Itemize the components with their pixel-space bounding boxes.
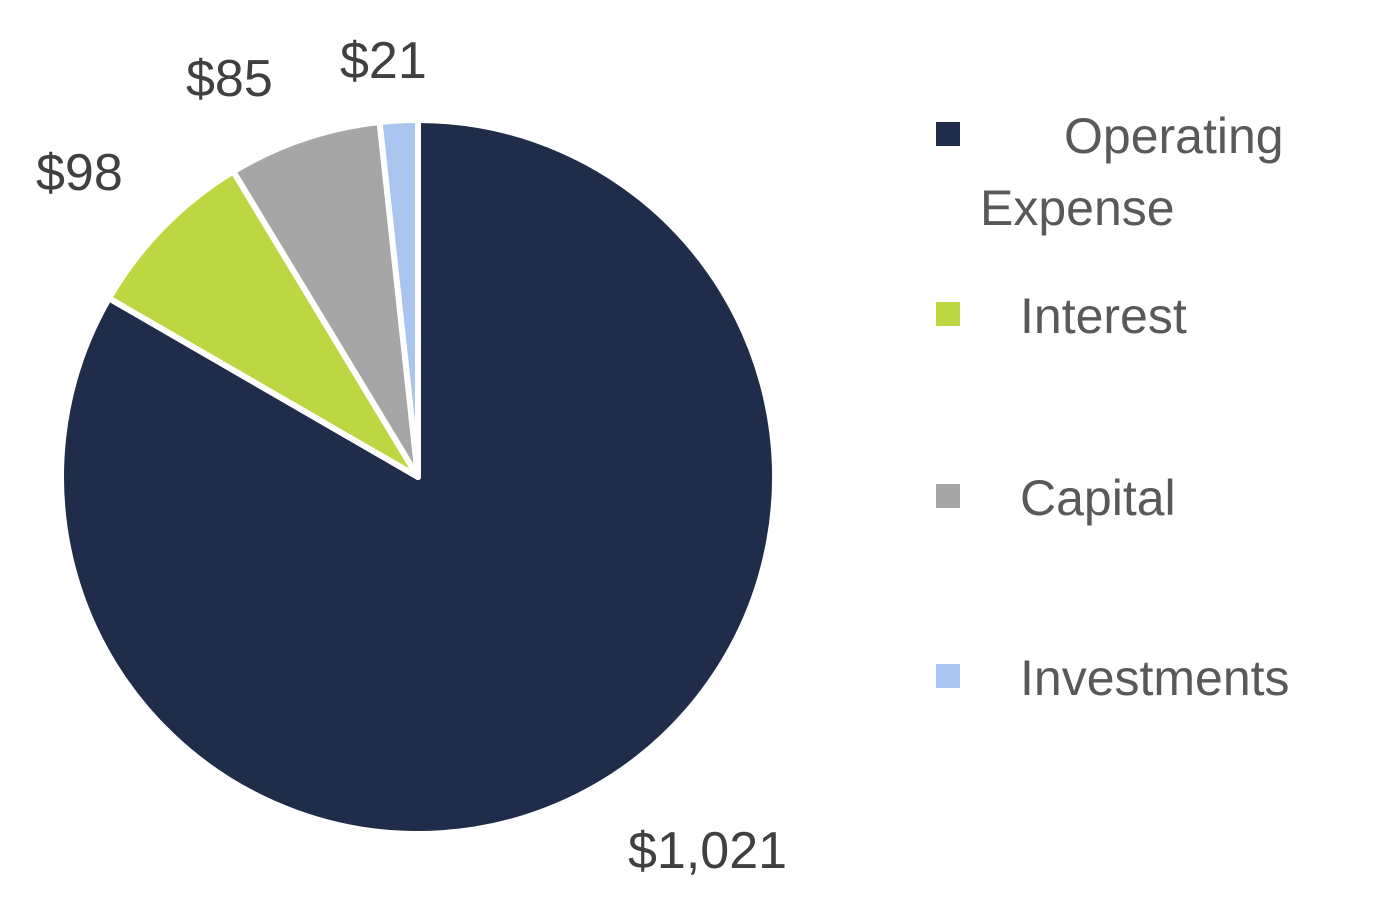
legend-item-interest: Interest xyxy=(936,280,1187,352)
legend-swatch-capital xyxy=(936,484,960,508)
pie-slice-investments xyxy=(376,117,421,480)
data-label-operating-expense: $1,021 xyxy=(628,822,787,880)
legend-label-capital: Capital xyxy=(1020,470,1176,526)
data-label-interest: $98 xyxy=(36,144,123,202)
pie-slice-capital xyxy=(230,119,421,480)
legend-item-capital: Capital xyxy=(936,462,1176,534)
pie-slice-interest xyxy=(105,168,421,480)
legend-label-interest: Interest xyxy=(1020,288,1187,344)
pie-slice-operating-expense xyxy=(58,117,778,837)
legend-swatch-operating-expense xyxy=(936,122,960,146)
data-label-investments: $21 xyxy=(340,32,427,90)
pie-slices xyxy=(58,117,778,837)
legend-swatch-interest xyxy=(936,302,960,326)
legend-swatch-investments xyxy=(936,664,960,688)
legend-label-investments: Investments xyxy=(1020,650,1290,706)
legend-item-investments: Investments xyxy=(936,642,1290,714)
legend-label-operating-expense: Operating Expense xyxy=(980,108,1284,236)
legend-item-operating-expense: Operating Expense xyxy=(936,100,1284,244)
data-label-capital: $85 xyxy=(186,50,273,108)
data-labels: $1,021 $98 $85 $21 xyxy=(36,32,787,880)
